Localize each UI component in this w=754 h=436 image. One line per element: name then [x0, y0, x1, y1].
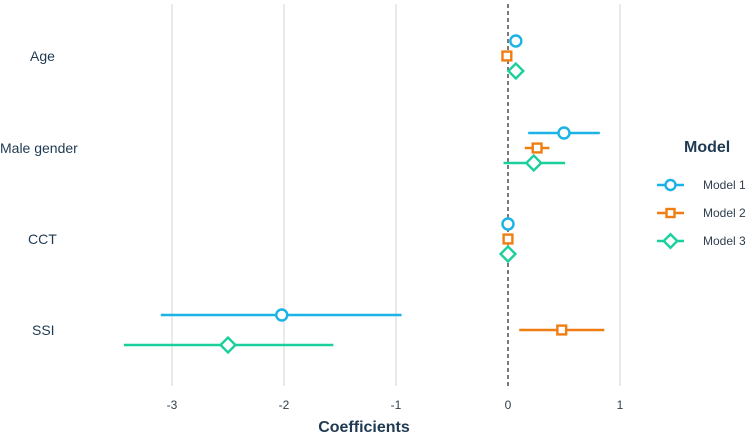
- category-labels: Age Male gender CCT SSI: [0, 48, 78, 338]
- point-marker: [501, 217, 515, 231]
- point-marker: [664, 178, 677, 192]
- point-marker: [524, 153, 543, 173]
- legend-item: Model 1: [657, 178, 746, 192]
- point-marker: [509, 34, 523, 48]
- legend-items: Model 1 Model 2 Model 3: [657, 178, 746, 250]
- point-marker: [556, 324, 568, 336]
- series-group: [123, 34, 605, 355]
- legend-item: Model 3: [657, 232, 746, 250]
- point-marker: [502, 233, 514, 245]
- category-label: Male gender: [0, 140, 78, 156]
- point-marker: [506, 61, 525, 81]
- series-model-2: [501, 50, 605, 336]
- category-label: CCT: [28, 231, 57, 247]
- x-tick-label: 0: [505, 398, 512, 412]
- series-model-1: [160, 34, 600, 322]
- legend-label: Model 1: [703, 178, 746, 192]
- point-marker: [498, 244, 518, 264]
- point-marker: [275, 308, 289, 322]
- legend: Model Model 1 Model 2 Model 3: [657, 139, 746, 250]
- point-marker: [662, 232, 679, 250]
- x-tick-label: 1: [617, 398, 624, 412]
- legend-item: Model 2: [657, 206, 746, 220]
- category-label: Age: [30, 48, 55, 64]
- x-axis-title: Coefficients: [318, 419, 410, 436]
- category-label: SSI: [32, 322, 55, 338]
- point-marker: [218, 335, 238, 355]
- point-marker: [531, 142, 543, 154]
- legend-label: Model 3: [703, 234, 746, 248]
- gridlines: [171, 4, 621, 386]
- x-tick-labels: -3 -2 -1 0 1: [167, 398, 624, 412]
- x-tick-label: -2: [279, 398, 290, 412]
- series-model-3: [123, 61, 566, 355]
- point-marker: [501, 50, 513, 62]
- point-marker: [665, 207, 676, 219]
- point-marker: [557, 126, 571, 140]
- x-tick-label: -1: [391, 398, 402, 412]
- legend-label: Model 2: [703, 206, 746, 220]
- x-tick-label: -3: [167, 398, 178, 412]
- legend-title: Model: [684, 139, 730, 156]
